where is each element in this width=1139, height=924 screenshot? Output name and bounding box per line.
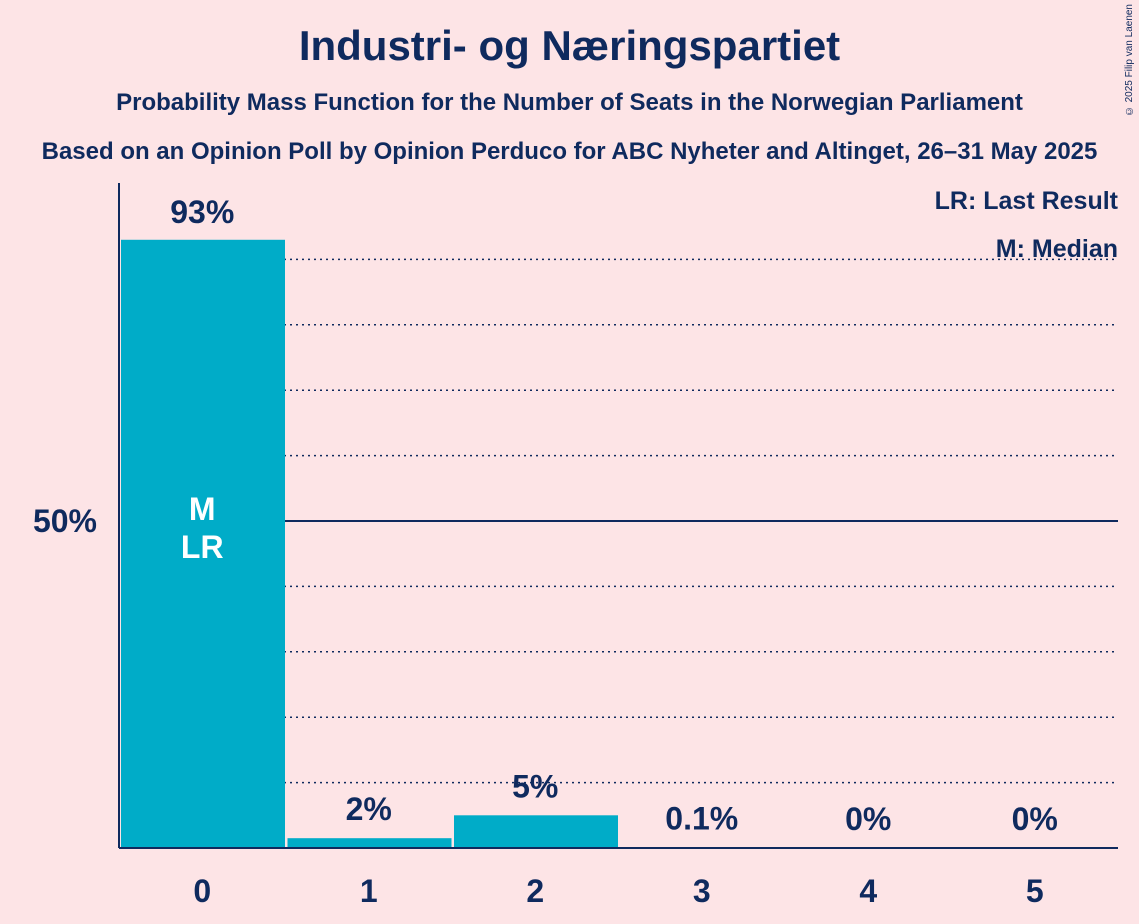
x-tick-label: 0 (193, 873, 211, 909)
bar-2 (454, 815, 618, 848)
x-tick-label: 3 (693, 873, 711, 909)
chart-subtitle: Probability Mass Function for the Number… (116, 89, 1023, 116)
bar-1 (287, 838, 452, 848)
data-label: 93% (170, 194, 234, 230)
data-label: 5% (512, 768, 558, 804)
chart-source: Based on an Opinion Poll by Opinion Perd… (41, 138, 1098, 165)
data-label: 0% (845, 801, 891, 837)
data-label: 0% (1012, 801, 1058, 837)
bar-0 (121, 239, 285, 848)
chart-title: Industri- og Næringspartiet (298, 22, 841, 69)
x-tick-label: 4 (859, 873, 877, 909)
bar-annotation: LR (181, 529, 224, 565)
data-label: 2% (346, 791, 392, 827)
data-label: 0.1% (665, 800, 738, 836)
x-tick-label: 5 (1026, 873, 1044, 909)
y-tick-label: 50% (33, 503, 97, 539)
legend-last-result: LR: Last Result (935, 187, 1119, 215)
bar-annotation: M (189, 491, 216, 527)
x-tick-label: 1 (360, 873, 378, 909)
legend-median: M: Median (996, 235, 1118, 263)
x-tick-label: 2 (526, 873, 544, 909)
